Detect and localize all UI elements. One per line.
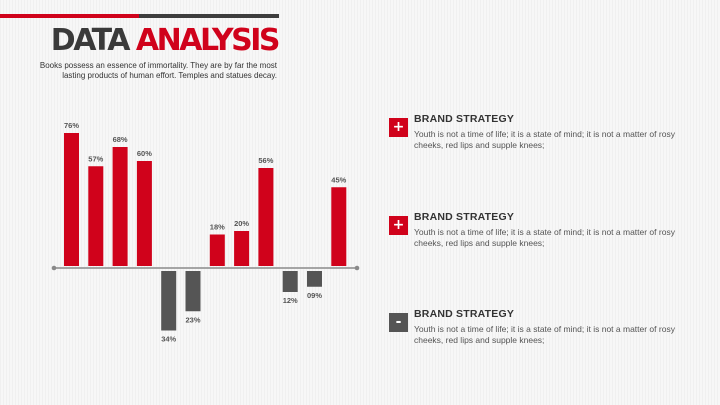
bar bbox=[136, 161, 152, 266]
panel-text: Youth is not a time of life; it is a sta… bbox=[414, 324, 675, 345]
data-label: 60% bbox=[137, 149, 152, 158]
page-subtitle: Books possess an essence of immortality.… bbox=[39, 61, 277, 80]
bar bbox=[88, 166, 104, 266]
panel-title: BRAND STRATEGY bbox=[414, 308, 515, 320]
data-label: 34% bbox=[161, 335, 176, 344]
bar bbox=[258, 168, 274, 266]
data-label: 09% bbox=[307, 291, 322, 300]
data-label: 18% bbox=[210, 223, 225, 232]
data-label: 56% bbox=[258, 156, 273, 165]
data-label: 12% bbox=[283, 296, 298, 305]
bar bbox=[112, 147, 128, 266]
bar-chart: 76% 57% 68% 60% 34% 23% 18% 20% 56% 12% 09% 45% bbox=[51, 121, 360, 344]
minus-icon: - bbox=[389, 313, 408, 332]
bar bbox=[161, 271, 177, 331]
bar bbox=[209, 234, 225, 266]
panel-text: Youth is not a time of life; it is a sta… bbox=[414, 129, 675, 150]
bar bbox=[282, 271, 298, 292]
data-label: 20% bbox=[234, 219, 249, 228]
data-label: 57% bbox=[88, 154, 103, 163]
panel-title: BRAND STRATEGY bbox=[414, 113, 515, 125]
bar bbox=[234, 231, 250, 266]
title-part-2: ANALYSIS bbox=[135, 23, 281, 58]
data-label: 68% bbox=[113, 135, 128, 144]
top-accent-bar-gray bbox=[139, 14, 279, 18]
axis-end-dot bbox=[354, 265, 360, 271]
panel-text: Youth is not a time of life; it is a sta… bbox=[414, 227, 675, 248]
page-title: DATA ANALYSIS bbox=[50, 22, 281, 60]
plus-icon: + bbox=[389, 118, 408, 137]
title-part-1: DATA bbox=[50, 23, 131, 58]
panel-title: BRAND STRATEGY bbox=[414, 211, 515, 223]
data-label: 76% bbox=[64, 121, 79, 130]
bar bbox=[307, 271, 322, 287]
top-accent-bar-red bbox=[0, 14, 139, 18]
data-label: 45% bbox=[331, 175, 346, 184]
axis-end-dot bbox=[51, 265, 57, 271]
bar bbox=[64, 133, 79, 266]
bar bbox=[331, 187, 347, 266]
plus-icon: + bbox=[389, 216, 408, 235]
data-label: 23% bbox=[185, 315, 200, 324]
bar bbox=[185, 271, 201, 312]
